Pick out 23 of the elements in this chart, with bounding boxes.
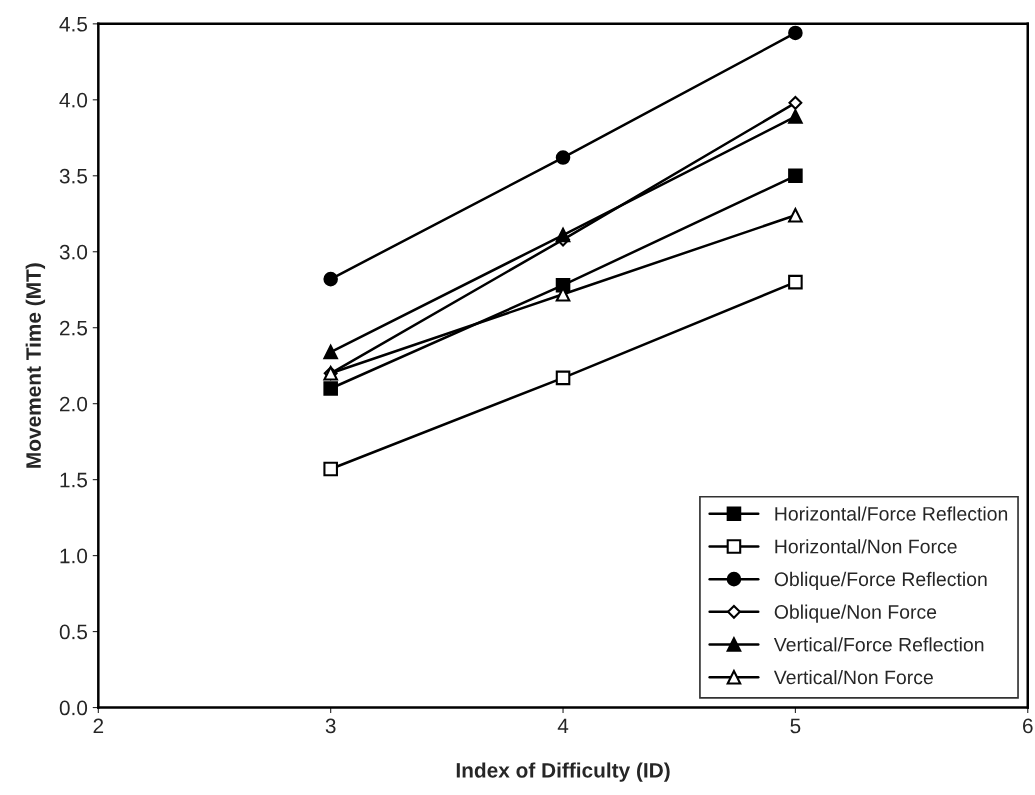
legend-label: Horizontal/Non Force (775, 539, 957, 554)
x-tick-label: 4 (557, 718, 569, 734)
x-axis-title: Index of Difficulty (ID) (456, 762, 670, 782)
x-tick-label: 6 (1023, 718, 1033, 734)
legend-label: Oblique/Force Reflection (774, 571, 987, 590)
legend-label: Vertical/Force Reflection (773, 637, 984, 652)
y-tick-label: 1.0 (60, 548, 88, 564)
y-tick-label: 0.0 (59, 700, 88, 716)
y-axis-title: Movement Time (MT) (25, 263, 46, 468)
legend-label: Horizontal/Force Reflection (775, 506, 1008, 521)
y-tick-label: 2.0 (60, 396, 88, 412)
x-tick-label: 3 (325, 718, 336, 734)
legend-label: Oblique/Non Force (774, 604, 937, 623)
y-tick-label: 3.5 (59, 168, 88, 184)
legend-label: Vertical/Non Force (773, 669, 933, 685)
y-tick-label: 4.5 (59, 17, 88, 32)
y-tick-label: 0.5 (59, 624, 88, 640)
x-tick-label: 5 (790, 718, 801, 734)
y-tick-label: 2.5 (60, 320, 88, 336)
x-tick-label: 2 (93, 718, 104, 734)
y-tick-label: 4.0 (59, 92, 88, 108)
y-tick-label: 3.0 (59, 244, 88, 260)
y-tick-label: 1.5 (60, 472, 88, 488)
